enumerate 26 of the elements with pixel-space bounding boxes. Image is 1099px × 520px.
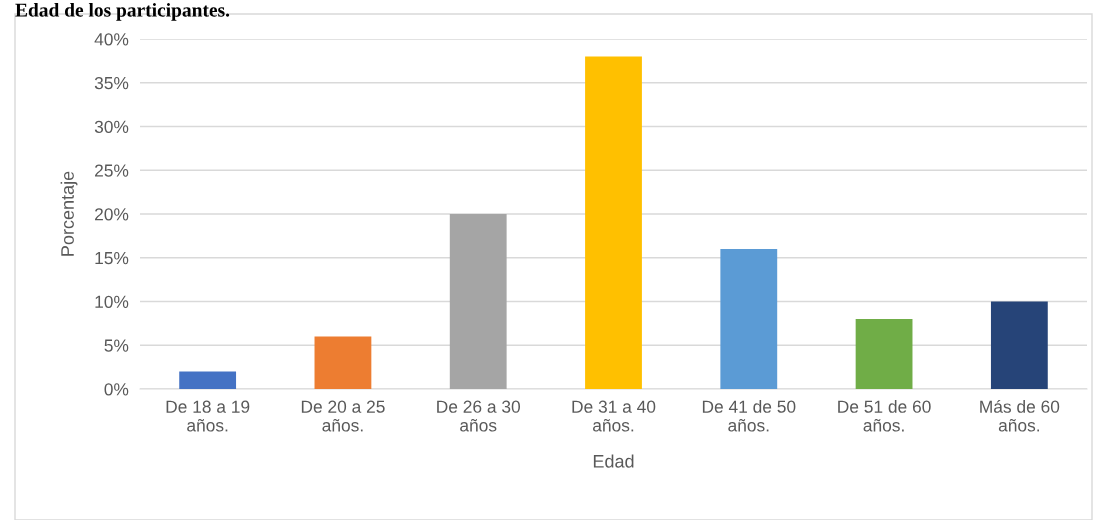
x-tick-label: De 51 de 60 años.	[838, 400, 931, 432]
bar	[449, 214, 507, 389]
x-axis-title: Edad	[593, 454, 634, 468]
x-tick-label: De 18 a 19 años.	[166, 400, 250, 432]
y-tick-label: 15%	[95, 251, 129, 265]
y-tick-label: 25%	[95, 164, 129, 177]
bar	[990, 301, 1048, 389]
x-tick-label: De 41 de 50 años.	[702, 400, 796, 432]
y-tick-label: 40%	[94, 33, 129, 46]
x-tick-label: De 20 a 25 años.	[301, 400, 385, 432]
y-tick-label: 35%	[94, 76, 129, 90]
y-tick-label: 30%	[94, 120, 129, 133]
bar	[585, 56, 642, 389]
y-axis-title: Porcentaje	[60, 171, 78, 256]
x-tick-label: De 26 a 30 años	[437, 400, 521, 432]
bar	[179, 371, 237, 389]
bar	[314, 336, 372, 389]
y-tick-label: 10%	[95, 295, 129, 308]
y-tick-label: 0%	[104, 383, 129, 396]
y-tick-label: 20%	[95, 208, 129, 221]
x-tick-label: De 31 a 40 años.	[572, 400, 656, 432]
chart-title: Edad de los participantes.	[15, 3, 230, 21]
bar	[855, 319, 913, 389]
y-tick-label: 5%	[104, 339, 129, 352]
bar	[720, 249, 778, 389]
x-tick-label: Más de 60 años.	[980, 399, 1060, 432]
